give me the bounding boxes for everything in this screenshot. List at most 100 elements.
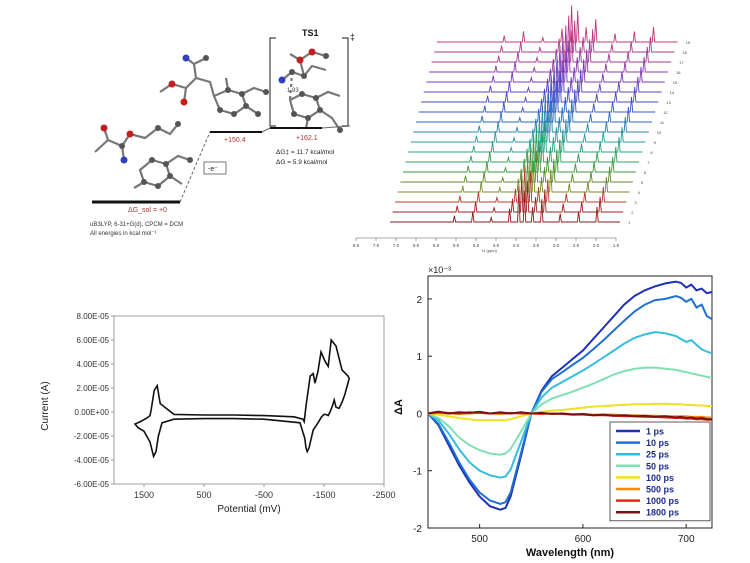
barrier-text: ΔG‡ = 11.7 kcal/mol xyxy=(276,149,335,156)
ta-legend-label: 25 ps xyxy=(646,450,669,460)
nmr-x-tick-label: 8.0 xyxy=(353,243,360,248)
ts-energy-label: +162.1 xyxy=(296,135,318,142)
ts-symbol: ‡ xyxy=(350,32,355,42)
nmr-x-tick-label: 1.5 xyxy=(613,243,620,248)
cv-x-tick-label: 1500 xyxy=(134,490,154,500)
nmr-trace xyxy=(436,5,678,43)
nmr-trace-label: 3 xyxy=(634,200,637,205)
ta-plot-frame xyxy=(427,275,713,529)
nmr-trace xyxy=(408,115,643,153)
method-text: uB3LYP, 6-31+G(d), CPCM = DCM xyxy=(90,222,183,228)
ta-y-tick-label: -2 xyxy=(413,524,422,535)
nmr-trace xyxy=(421,65,659,103)
ta-series-line xyxy=(427,294,713,505)
ta-y-tick-label: 1 xyxy=(416,352,422,363)
nmr-trace-label: 8 xyxy=(650,150,653,155)
nmr-x-tick-label: 3.0 xyxy=(553,243,560,248)
nmr-x-tick-label: 2.5 xyxy=(573,243,580,248)
nmr-x-tick-label: 6.0 xyxy=(433,243,440,248)
nmr-x-tick-label: 7.5 xyxy=(373,243,380,248)
nmr-trace-label: 1 xyxy=(628,220,631,225)
electron-box xyxy=(203,161,227,175)
ts-bracket-left xyxy=(269,37,276,127)
nmr-trace xyxy=(426,45,665,83)
nmr-x-tick-label: 4.0 xyxy=(513,243,520,248)
ta-x-axis: 500 600 700 xyxy=(471,524,695,545)
nmr-trace-label: 17 xyxy=(679,60,684,65)
nmr-trace xyxy=(405,125,640,163)
energy-profile-panel: 1.93 TS1 ‡ ΔG_sol = +0 +150.4 +162.1 -e⁻… xyxy=(90,28,355,237)
connector-3 xyxy=(321,125,351,129)
ta-legend-label: 1 ps xyxy=(646,427,664,437)
cv-plot-frame xyxy=(113,315,385,485)
nmr-trace-label: 14 xyxy=(670,90,675,95)
cv-y-label: Current (A) xyxy=(40,381,51,430)
delta-g-text: ΔG = 5.9 kcal/mol xyxy=(276,159,328,166)
nmr-trace xyxy=(390,185,620,223)
nmr-x-tick-label: 3.5 xyxy=(533,243,540,248)
ta-legend-label: 10 ps xyxy=(646,438,669,448)
connector-2 xyxy=(261,127,271,133)
cv-y-tick-label: -4.00E-05 xyxy=(74,456,110,465)
nmr-x-tick-label: 2.0 xyxy=(593,243,600,248)
connector-1 xyxy=(179,131,211,203)
ta-legend-label: 500 ps xyxy=(646,485,674,495)
cv-x-axis: 1500 500 -500 -1500 -2500 xyxy=(134,484,396,500)
nmr-trace xyxy=(400,145,633,183)
start-energy-label: ΔG_sol = +0 xyxy=(128,207,167,214)
cv-y-tick-label: -6.00E-05 xyxy=(74,480,110,489)
ts-label: TS1 xyxy=(302,28,319,38)
ta-legend-box xyxy=(609,421,711,522)
intermediate-energy-label: +150.4 xyxy=(224,137,246,144)
ta-series-line xyxy=(427,280,713,511)
ta-y-label: ΔA xyxy=(393,399,405,415)
nmr-x-tick-label: 5.5 xyxy=(453,243,460,248)
ta-x-tick-label: 700 xyxy=(678,534,695,545)
ta-series-line xyxy=(427,402,712,422)
cv-y-tick-label: 4.00E-05 xyxy=(77,360,110,369)
nmr-trace xyxy=(418,75,656,113)
nmr-trace-label: 5 xyxy=(641,180,644,185)
nmr-x-tick-label: 4.5 xyxy=(493,243,500,248)
cv-x-tick-label: -1500 xyxy=(312,490,335,500)
nmr-trace-label: 9 xyxy=(654,140,657,145)
ta-legend-label: 100 ps xyxy=(646,473,674,483)
nmr-trace xyxy=(395,165,627,203)
nmr-trace xyxy=(397,155,630,193)
cv-y-tick-label: 6.00E-05 xyxy=(77,336,110,345)
nmr-trace xyxy=(429,35,668,73)
nmr-trace-label: 12 xyxy=(663,110,668,115)
ta-y-tick-label: 0 xyxy=(416,409,422,420)
ta-legend-label: 1000 ps xyxy=(646,496,679,506)
nmr-trace xyxy=(431,25,672,63)
ta-legend-label: 50 ps xyxy=(646,461,669,471)
molecule-transition-state xyxy=(278,48,343,133)
cv-y-tick-label: -2.00E-05 xyxy=(74,432,110,441)
cv-x-label: Potential (mV) xyxy=(217,504,280,515)
ta-x-tick-label: 600 xyxy=(575,534,592,545)
nmr-trace xyxy=(392,175,624,213)
ta-series-line xyxy=(427,331,713,479)
nmr-trace xyxy=(403,135,636,173)
nmr-trace-label: 13 xyxy=(666,100,671,105)
nmr-trace-label: 4 xyxy=(638,190,641,195)
nmr-trace-label: 6 xyxy=(644,170,647,175)
nmr-x-axis: 8.0 7.5 7.0 6.5 6.0 5.5 5.0 4.5 4.0 3.5 3.0 2.5 2.0 1… xyxy=(353,237,620,248)
nmr-x-label: f1 (ppm) xyxy=(482,248,498,253)
ta-x-tick-label: 500 xyxy=(471,534,488,545)
cv-series-line xyxy=(133,337,351,459)
nmr-trace xyxy=(410,105,646,143)
ta-multiplier: ×10⁻³ xyxy=(428,265,451,275)
bond-length-label: 1.93 xyxy=(287,88,299,94)
ta-series-line xyxy=(427,366,713,456)
ta-series-line xyxy=(427,410,712,421)
nmr-trace-label: 7 xyxy=(647,160,650,165)
ta-y-tick-label: -1 xyxy=(413,467,422,478)
ta-legend-label: 1800 ps xyxy=(646,508,679,518)
nmr-trace-label: 19 xyxy=(686,40,691,45)
nmr-x-tick-label: 5.0 xyxy=(473,243,480,248)
